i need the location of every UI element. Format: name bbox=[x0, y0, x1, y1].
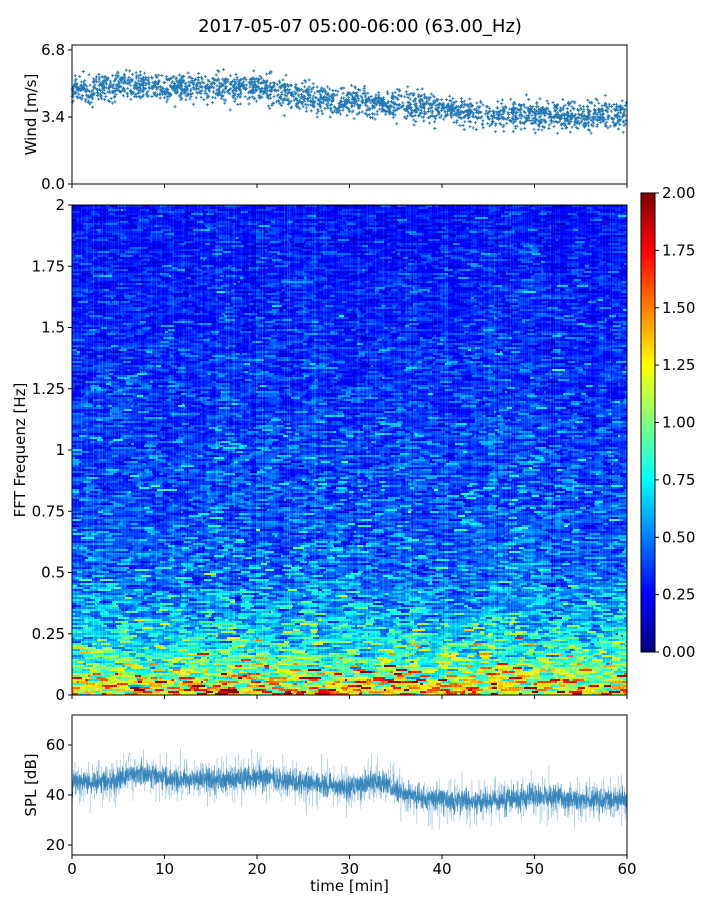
y-tick-label-spl: 20 bbox=[46, 836, 65, 854]
y-tick-label-spectrogram: 0 bbox=[55, 686, 65, 704]
colorbar-tick-label: 1.50 bbox=[662, 299, 695, 317]
x-tick-label: 30 bbox=[340, 860, 359, 878]
y-tick-label-spectrogram: 0.75 bbox=[32, 502, 65, 520]
y-tick-label-spectrogram: 0.25 bbox=[32, 625, 65, 643]
x-tick-label: 20 bbox=[247, 860, 266, 878]
axes-frame-spectrogram bbox=[71, 204, 628, 696]
wind-scatter-points bbox=[70, 68, 628, 135]
y-axis-label-spectrogram: FFT Frequenz [Hz] bbox=[11, 383, 29, 518]
colorbar-tick-label: 1.00 bbox=[662, 414, 695, 432]
y-axis-label-spl: SPL [dB] bbox=[22, 753, 40, 816]
chart-title: 2017-05-07 05:00-06:00 (63.00_Hz) bbox=[198, 16, 522, 37]
y-tick-label-spectrogram: 0.5 bbox=[41, 564, 65, 582]
y-tick-label-wind: 3.4 bbox=[41, 108, 65, 126]
x-tick-label: 50 bbox=[525, 860, 544, 878]
y-tick-label-wind: 6.8 bbox=[41, 41, 65, 59]
y-axis-label-wind: Wind [m/s] bbox=[22, 74, 40, 156]
colorbar-tick-label: 1.25 bbox=[662, 356, 695, 374]
colorbar-gradient bbox=[641, 193, 655, 652]
y-tick-label-spectrogram: 1.25 bbox=[32, 380, 65, 398]
x-tick-label: 60 bbox=[617, 860, 636, 878]
colorbar-tick-label: 0.25 bbox=[662, 586, 695, 604]
x-tick-label: 0 bbox=[67, 860, 77, 878]
colorbar-frame bbox=[640, 192, 656, 653]
colorbar-tick-label: 0.50 bbox=[662, 528, 695, 546]
x-tick-label: 10 bbox=[155, 860, 174, 878]
y-tick-label-spectrogram: 1 bbox=[55, 441, 65, 459]
spectrogram-heatmap bbox=[72, 205, 627, 695]
y-tick-label-spectrogram: 2 bbox=[55, 196, 65, 214]
y-tick-label-spectrogram: 1.5 bbox=[41, 319, 65, 337]
colorbar-tick-label: 0.75 bbox=[662, 471, 695, 489]
x-tick-label: 40 bbox=[432, 860, 451, 878]
colorbar-tick-label: 2.00 bbox=[662, 184, 695, 202]
y-tick-label-wind: 0.0 bbox=[41, 175, 65, 193]
spl-line bbox=[71, 757, 628, 818]
y-tick-label-spl: 60 bbox=[46, 736, 65, 754]
colorbar-tick-label: 0.00 bbox=[662, 643, 695, 661]
colorbar-tick-label: 1.75 bbox=[662, 241, 695, 259]
y-tick-label-spectrogram: 1.75 bbox=[32, 257, 65, 275]
y-tick-label-spl: 40 bbox=[46, 786, 65, 804]
x-axis-label: time [min] bbox=[310, 877, 389, 895]
